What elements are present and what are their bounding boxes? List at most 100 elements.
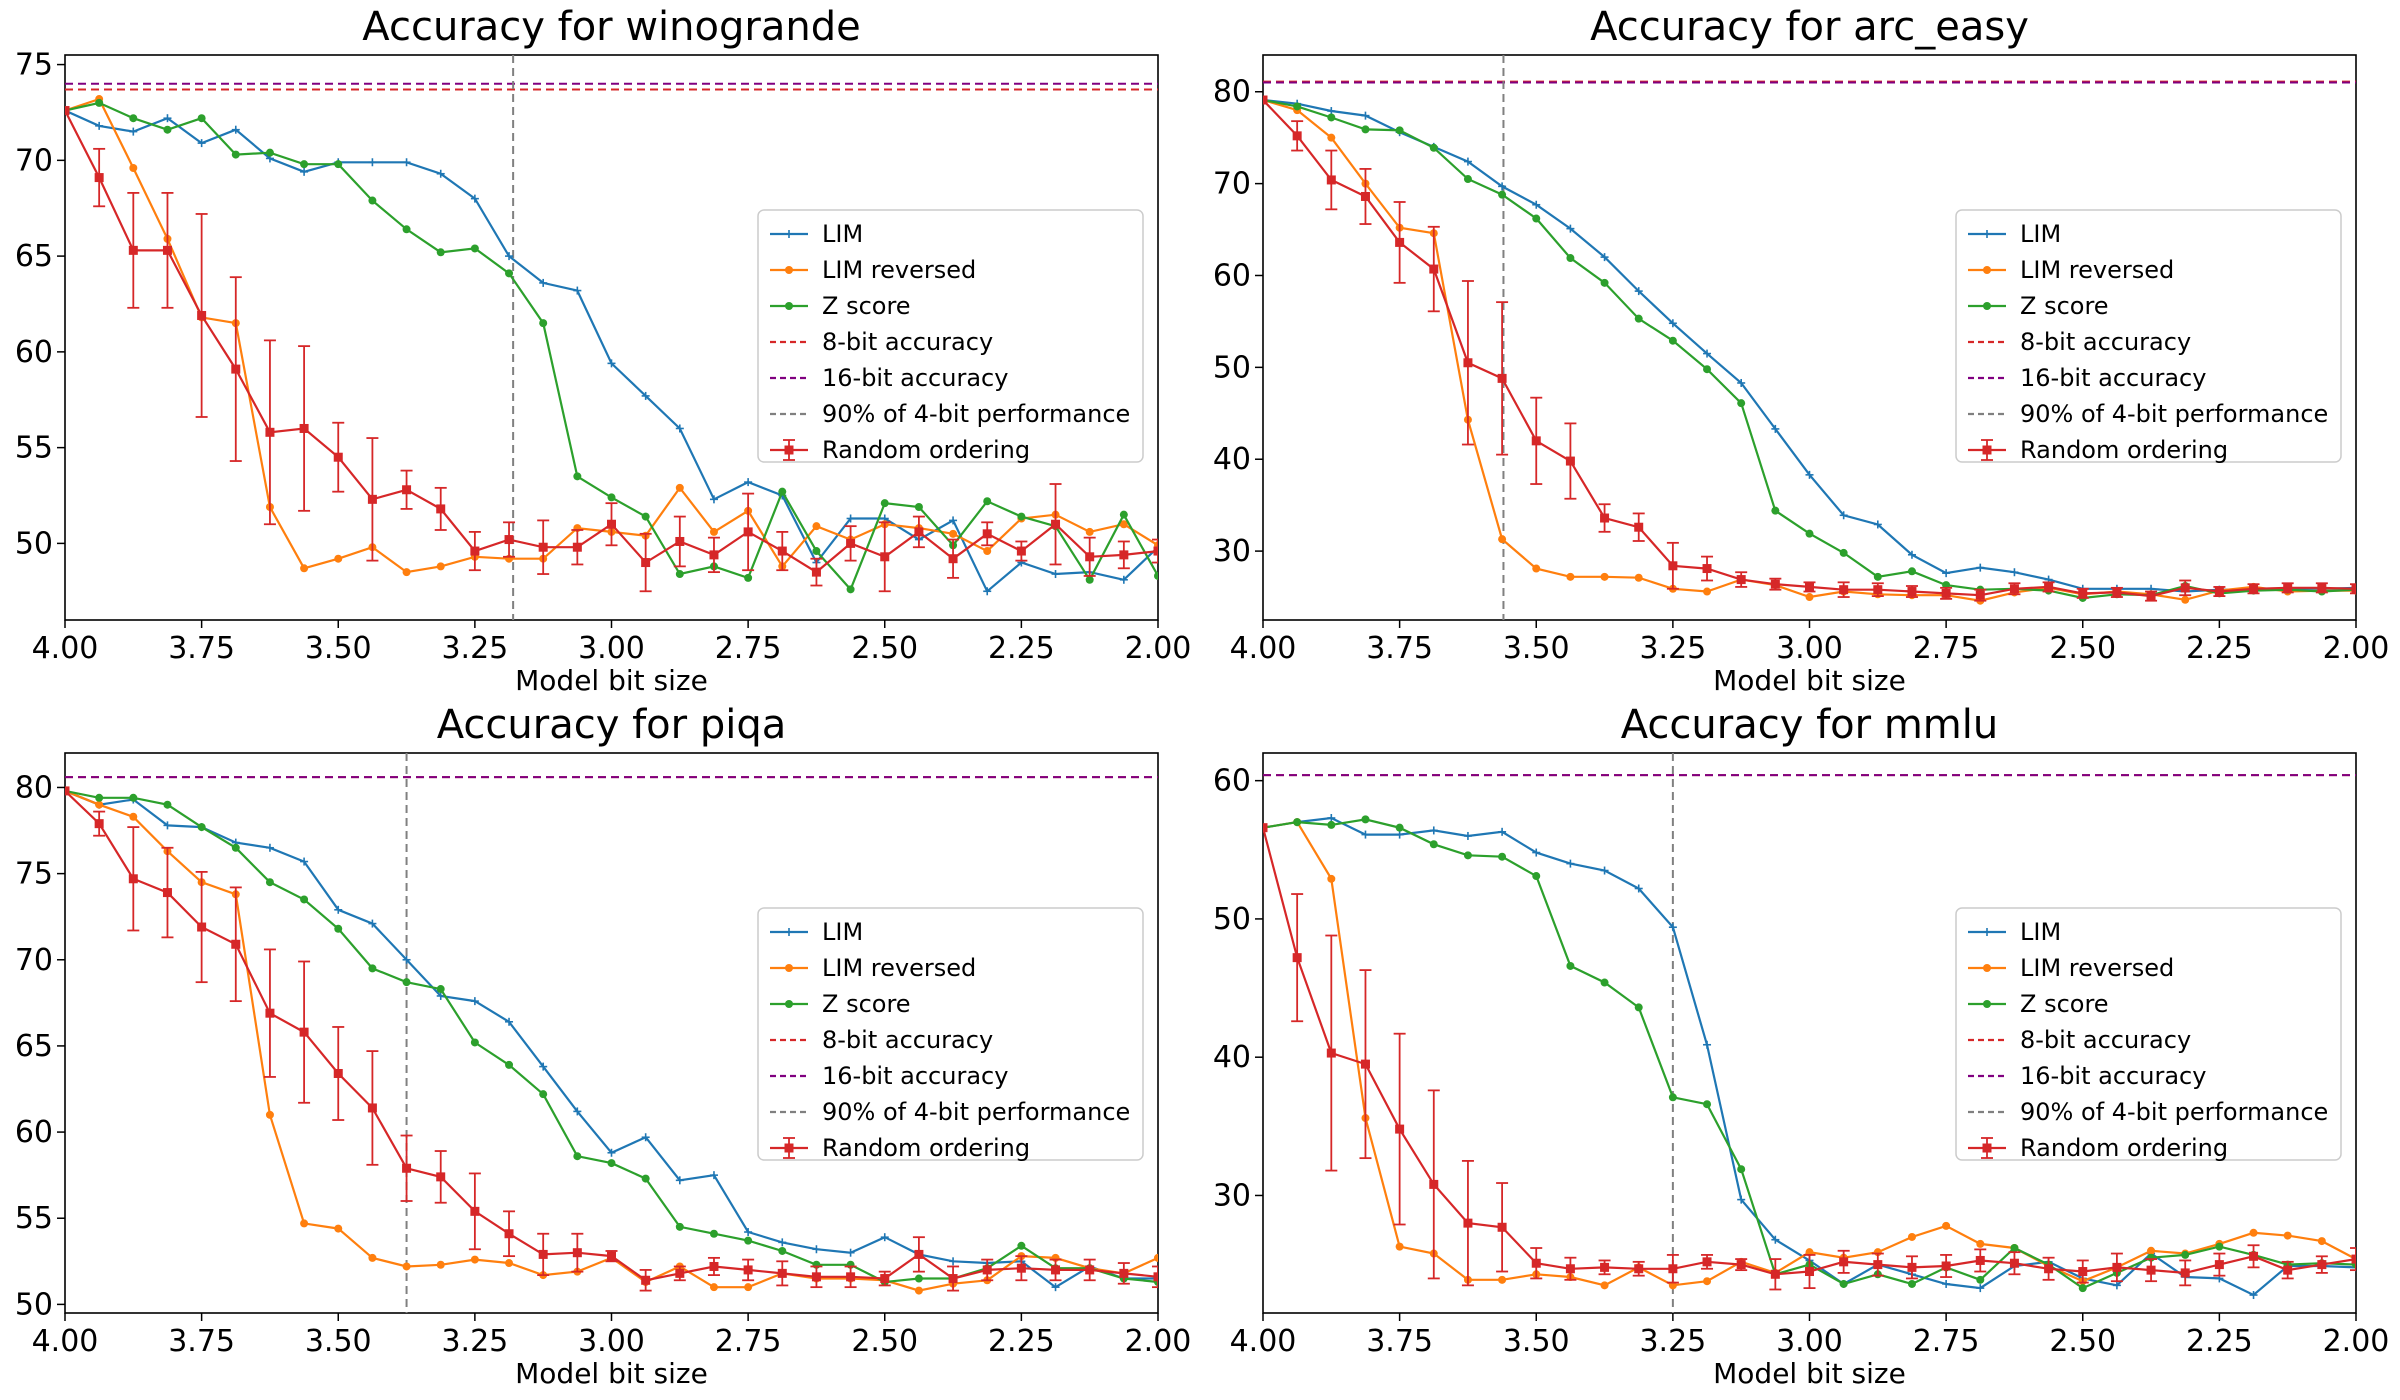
- data-point: [231, 940, 240, 949]
- legend-item-ninety-percent: 90% of 4-bit performance: [1968, 400, 2328, 428]
- legend-marker: [1983, 1000, 1991, 1008]
- x-tick-label: 3.75: [1366, 631, 1433, 666]
- data-point: [471, 244, 479, 252]
- data-point: [1976, 1256, 1985, 1265]
- data-point: [1976, 1276, 1984, 1284]
- data-point: [403, 225, 411, 233]
- data-point: [402, 1164, 411, 1173]
- x-tick-label: 2.25: [2186, 1324, 2253, 1359]
- data-point: [2181, 1268, 2190, 1277]
- data-point: [1703, 1257, 1712, 1266]
- data-point: [1908, 567, 1916, 575]
- x-axis-label: Model bit size: [515, 664, 708, 697]
- legend-label: 16-bit accuracy: [2020, 364, 2206, 392]
- data-point: [1805, 582, 1814, 591]
- data-point: [744, 1265, 753, 1274]
- data-point: [505, 1229, 514, 1238]
- data-point: [368, 495, 377, 504]
- data-point: [1668, 561, 1677, 570]
- data-point: [710, 1230, 718, 1238]
- legend-marker: [1983, 302, 1991, 310]
- data-point: [2215, 1260, 2224, 1269]
- data-point: [1601, 979, 1609, 987]
- data-point: [608, 1159, 616, 1167]
- data-point: [1327, 175, 1336, 184]
- data-point: [1361, 1060, 1370, 1069]
- data-point: [1737, 399, 1745, 407]
- data-point: [129, 246, 138, 255]
- legend-label: 16-bit accuracy: [822, 364, 1008, 392]
- data-point: [1327, 875, 1335, 883]
- data-point: [300, 1028, 309, 1037]
- data-point: [539, 319, 547, 327]
- data-point: [1566, 457, 1575, 466]
- data-point: [403, 1262, 411, 1270]
- data-point: [1498, 853, 1506, 861]
- x-tick-label: 3.50: [1503, 631, 1570, 666]
- legend-marker: [785, 1000, 793, 1008]
- legend-label: LIM: [2020, 918, 2061, 946]
- data-point: [1600, 514, 1609, 523]
- data-point: [675, 537, 684, 546]
- data-point: [1119, 550, 1128, 559]
- data-point: [949, 530, 957, 538]
- data-point: [846, 539, 855, 548]
- y-tick-label: 60: [15, 1115, 53, 1150]
- data-point: [642, 1175, 650, 1183]
- x-axis-label: Model bit size: [1713, 664, 1906, 697]
- data-point: [95, 99, 103, 107]
- data-point: [95, 819, 104, 828]
- data-point: [539, 543, 548, 552]
- data-point: [265, 428, 274, 437]
- data-point: [300, 895, 308, 903]
- chart-title: Accuracy for mmlu: [1621, 702, 1998, 748]
- data-point: [2249, 584, 2258, 593]
- data-point: [95, 173, 104, 182]
- data-point: [1601, 573, 1609, 581]
- data-point: [334, 555, 342, 563]
- data-point: [880, 552, 889, 561]
- legend: LIMLIM reversedZ score8-bit accuracy16-b…: [758, 210, 1143, 464]
- x-tick-label: 3.00: [1776, 631, 1843, 666]
- data-point: [2147, 592, 2156, 601]
- data-point: [1293, 131, 1302, 140]
- data-point: [1669, 1093, 1677, 1101]
- legend-item-ninety-percent: 90% of 4-bit performance: [1968, 1098, 2328, 1126]
- data-point: [437, 1261, 445, 1269]
- x-tick-label: 4.00: [32, 631, 99, 666]
- x-tick-label: 2.00: [2323, 631, 2390, 666]
- data-point: [1532, 872, 1540, 880]
- y-tick-label: 70: [15, 143, 53, 178]
- y-tick-label: 60: [15, 335, 53, 370]
- data-point: [641, 558, 650, 567]
- data-point: [1806, 530, 1814, 538]
- data-point: [778, 547, 787, 556]
- y-tick-label: 65: [15, 1029, 53, 1064]
- data-point: [1395, 1125, 1404, 1134]
- legend-label: LIM reversed: [822, 954, 976, 982]
- data-point: [129, 794, 137, 802]
- x-tick-label: 3.00: [1776, 1324, 1843, 1359]
- data-point: [1498, 535, 1506, 543]
- x-tick-label: 2.75: [1913, 1324, 1980, 1359]
- data-point: [1464, 175, 1472, 183]
- data-point: [1907, 587, 1916, 596]
- data-point: [2078, 589, 2087, 598]
- data-point: [2352, 1255, 2361, 1264]
- data-point: [1840, 1280, 1848, 1288]
- data-point: [1430, 840, 1438, 848]
- data-point: [232, 151, 240, 159]
- y-tick-label: 30: [1213, 1178, 1251, 1213]
- data-point: [573, 472, 581, 480]
- legend-label: Random ordering: [822, 1134, 1030, 1162]
- data-point: [1498, 1276, 1506, 1284]
- data-point: [1396, 824, 1404, 832]
- data-point: [1361, 125, 1369, 133]
- legend-item-ninety-percent: 90% of 4-bit performance: [770, 400, 1130, 428]
- data-point: [1669, 337, 1677, 345]
- data-point: [949, 1274, 958, 1283]
- legend-label: 90% of 4-bit performance: [822, 400, 1130, 428]
- data-point: [402, 485, 411, 494]
- legend-label: Z score: [822, 990, 911, 1018]
- data-point: [368, 1254, 376, 1262]
